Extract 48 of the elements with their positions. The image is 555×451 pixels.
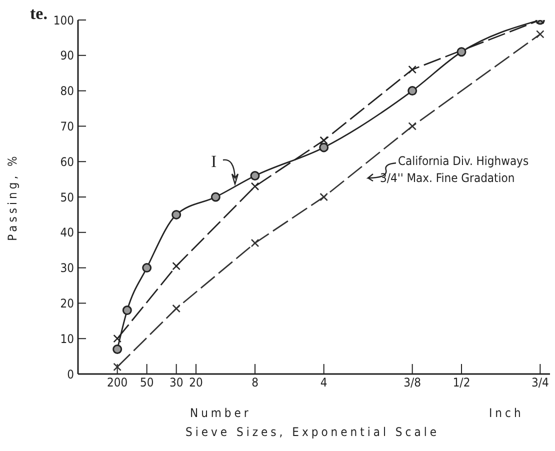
point [319,142,329,152]
y-tick-label: 50 [60,190,74,204]
annotation: 3/4'' Max. Fine Gradation [380,171,515,185]
point [210,192,220,202]
y-tick-label: 10 [60,332,74,346]
annotation: I [211,152,217,172]
y-tick-label: 70 [60,119,74,134]
y-tick-label: 90 [60,48,74,63]
annotation: California Div. Highways [398,154,529,168]
y-tick-label: 60 [60,154,74,169]
point [172,304,180,313]
text: te. [30,4,48,24]
y-axis-title: Passing, % [5,153,20,241]
x-tick-label: 30 [169,376,184,390]
y-tick-label: 80 [60,84,74,98]
y-tick-label: 0 [67,367,74,382]
x-tick-label: 8 [252,376,259,390]
point [408,65,416,74]
point [408,86,418,96]
x-tick-label: 50 [140,376,154,390]
text: Inch [489,406,524,420]
point [113,362,122,372]
y-tick-label: 30 [60,261,74,276]
point [172,210,182,220]
point [320,192,328,202]
point [536,30,544,38]
point [112,344,122,354]
point [142,263,152,273]
point [408,122,416,130]
y-tick-label: 40 [60,226,74,240]
point [250,238,260,248]
point [320,136,328,145]
point [172,262,180,270]
x-tick-label: 200 [107,376,128,390]
x-tick-label: 20 [189,376,203,390]
x-tick-label: 3/8 [404,376,422,390]
x-tick-label: 3/4 [531,376,549,390]
x-tick-label: 4 [320,376,328,390]
x-tick-label: 1/2 [452,376,470,390]
y-tick-label: 100 [53,13,74,28]
text: Number [190,406,252,420]
point [113,334,122,343]
point [250,171,260,181]
y-tick-label: 20 [60,296,74,310]
point [456,47,466,57]
point [250,182,260,191]
point [122,306,132,316]
x-axis-title: Sieve Sizes, Exponential Scale [184,425,440,439]
